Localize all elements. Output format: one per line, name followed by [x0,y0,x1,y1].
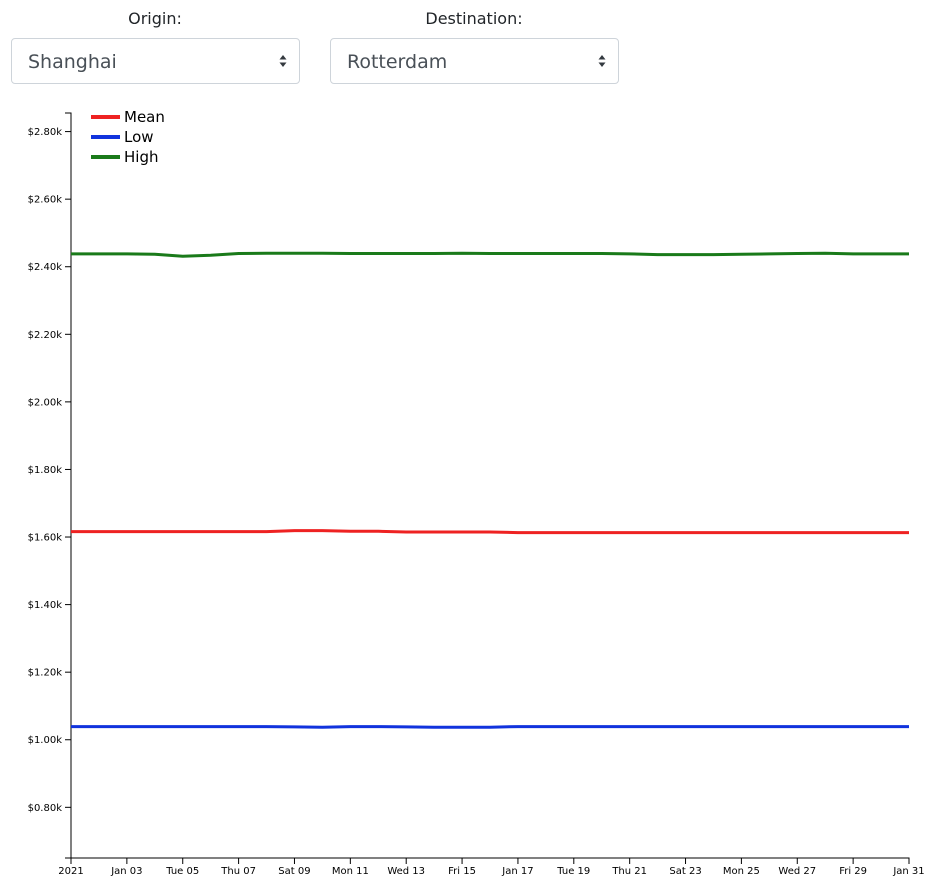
y-axis: $0.80k $1.00k $1.20k $1.40k $1.60k $1.80k $2.0… [28,112,72,859]
series-line-high [71,251,909,258]
y-axis-line [65,112,72,859]
destination-select[interactable]: Rotterdam [330,38,619,84]
x-tick-label: Thu 21 [611,866,647,877]
destination-label: Destination: [425,9,523,28]
x-tick-label: Fri 15 [448,866,476,877]
y-tick-label: $2.80k [28,127,63,138]
y-tick-label: $1.60k [28,533,63,544]
x-tick-label: Mon 11 [332,866,369,877]
x-axis: 2021 Jan 03 Tue 05 Thu 07 Sat 09 Mon 11 Wed 13… [58,857,925,877]
x-tick-label: Jan 31 [892,866,924,877]
origin-selected-value: Shanghai [28,51,117,73]
destination-selected-value: Rotterdam [347,51,448,73]
legend: Mean Low High [91,108,165,166]
x-tick-label: Thu 07 [220,866,256,877]
x-tick-label: 2021 [58,866,83,877]
x-tick-label: Jan 03 [110,866,142,877]
y-tick-label: $2.20k [28,330,63,341]
series-lines [71,251,909,729]
series-line-low [71,725,909,729]
legend-label-mean: Mean [124,108,165,126]
y-tick-label: $2.00k [28,397,63,408]
x-axis-line [70,857,910,864]
origin-select[interactable]: Shanghai [11,38,300,84]
y-tick-label: $2.40k [28,262,63,273]
x-tick-label: Wed 13 [387,866,425,877]
origin-label: Origin: [128,9,182,28]
sort-arrows-icon [279,55,287,67]
x-tick-label: Tue 19 [556,866,590,877]
y-tick-label: $1.40k [28,600,63,611]
x-tick-label: Sat 09 [278,866,310,877]
legend-label-low: Low [124,128,154,146]
y-tick-label: $1.20k [28,668,63,679]
x-tick-label: Wed 27 [778,866,816,877]
x-tick-label: Tue 05 [165,866,199,877]
x-tick-label: Jan 17 [501,866,533,877]
sort-arrows-icon [598,55,606,67]
y-tick-label: $1.00k [28,735,63,746]
x-tick-label: Sat 23 [669,866,701,877]
y-tick-label: $1.80k [28,465,63,476]
legend-label-high: High [124,148,158,166]
x-tick-label: Mon 25 [723,866,760,877]
y-tick-label: $2.60k [28,195,63,206]
y-tick-label: $0.80k [28,803,63,814]
series-line-mean [71,529,909,535]
x-tick-label: Fri 29 [839,866,867,877]
